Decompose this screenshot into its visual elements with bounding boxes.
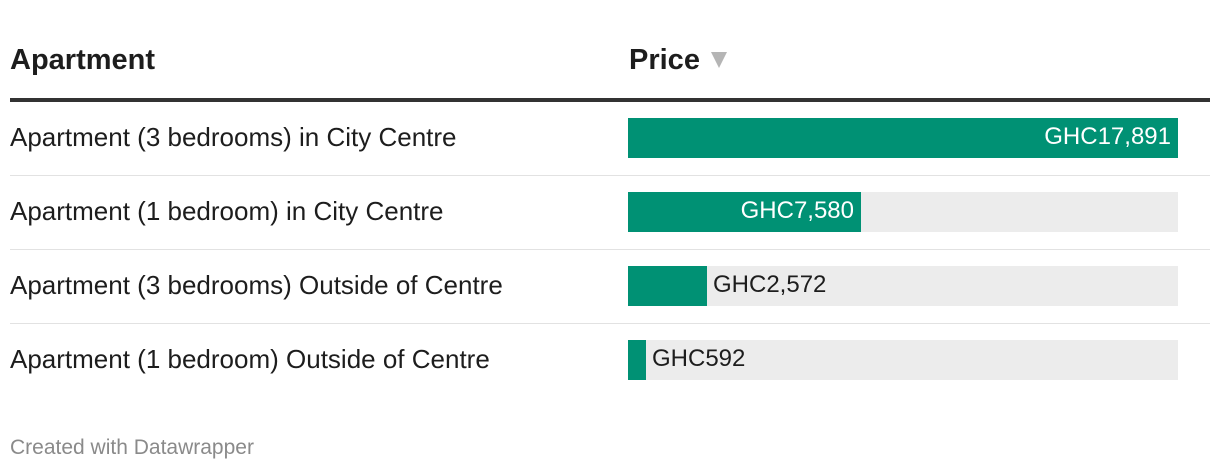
bar-track: GHC17,891 <box>628 118 1178 158</box>
triangle-down-icon[interactable] <box>711 52 727 68</box>
bar <box>628 118 1178 158</box>
bar <box>628 192 861 232</box>
bar-value-label: GHC2,572 <box>713 271 827 298</box>
category-label: Apartment (3 bedrooms) Outside of Centre <box>10 270 503 300</box>
bar-value-label: GHC592 <box>652 345 746 372</box>
table-row: Apartment (3 bedrooms) Outside of Centre… <box>10 250 1210 324</box>
bar-value-label: GHC7,580 <box>740 197 854 224</box>
bar <box>628 340 646 380</box>
bar-track: GHC7,580 <box>628 192 1178 232</box>
bar-track: GHC2,572 <box>628 266 1178 306</box>
category-label: Apartment (3 bedrooms) in City Centre <box>10 122 457 152</box>
table-row: Apartment (3 bedrooms) in City Centre GHC… <box>10 102 1210 176</box>
bar-value-label: GHC17,891 <box>1044 123 1171 150</box>
category-label: Apartment (1 bedroom) in City Centre <box>10 196 444 226</box>
footer-credit: Created with Datawrapper <box>10 436 254 459</box>
table-header: Apartment Price <box>10 0 1210 102</box>
table-row: Apartment (1 bedroom) Outside of Centre G… <box>10 324 1210 397</box>
table-row: Apartment (1 bedroom) in City Centre GHC7… <box>10 176 1210 250</box>
category-label: Apartment (1 bedroom) Outside of Centre <box>10 344 490 374</box>
column-header-price[interactable]: Price <box>629 44 700 76</box>
bar <box>628 266 707 306</box>
bar-track: GHC592 <box>628 340 1178 380</box>
column-header-apartment[interactable]: Apartment <box>10 44 156 76</box>
table-body: Apartment (3 bedrooms) in City Centre GHC… <box>10 102 1210 397</box>
